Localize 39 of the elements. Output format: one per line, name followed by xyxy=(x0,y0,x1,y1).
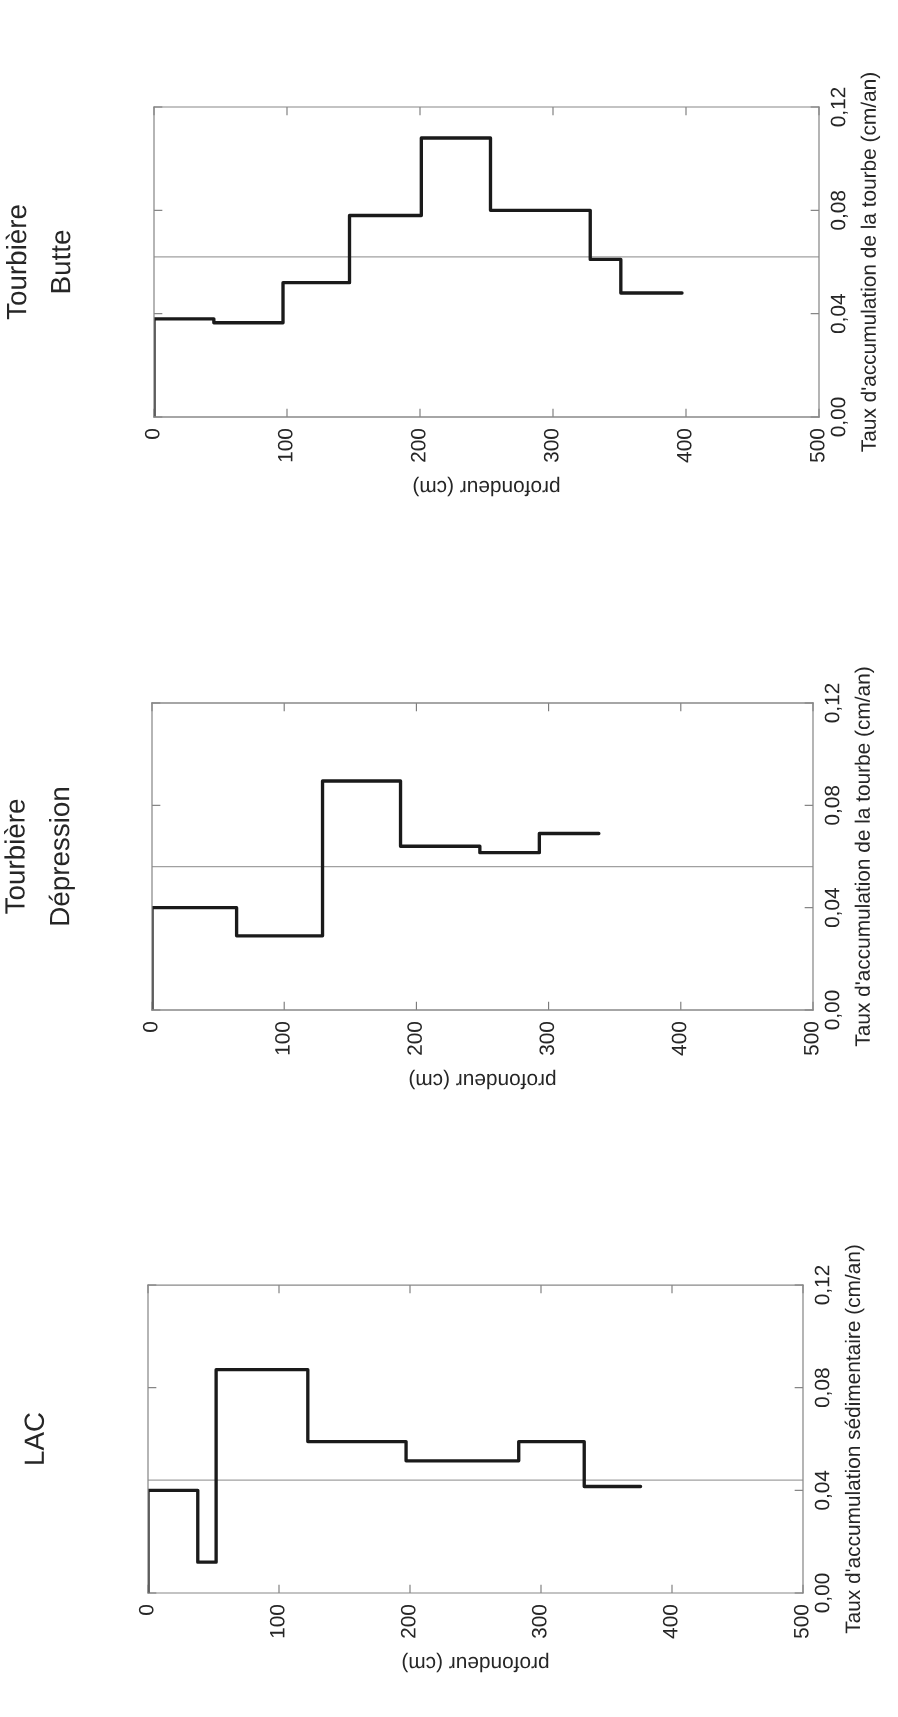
x-axis-title: profondeur (cm) xyxy=(413,476,560,497)
x-tick-label: 200 xyxy=(407,1021,422,1055)
text: LAC xyxy=(24,1413,45,1464)
text: Tourbière Dépression xyxy=(4,788,75,925)
y-tick-label: 0,00 xyxy=(830,397,848,437)
text: Tourbière Butte xyxy=(5,205,71,320)
x-tick-label: 200 xyxy=(410,428,426,462)
y-axis-title: Taux d'accumulation de la tourbe (cm/an) xyxy=(854,667,875,1047)
y-tick-label: 0,12 xyxy=(814,1265,832,1305)
x-tick-label: 400 xyxy=(676,428,692,463)
x-tick-label: 100 xyxy=(277,428,293,462)
y-tick-label: 0,08 xyxy=(814,1368,832,1408)
x-tick-label: 0 xyxy=(144,428,160,439)
y-tick-label: 0,00 xyxy=(814,1573,832,1613)
x-tick-label: 100 xyxy=(269,1604,285,1638)
y-tick-label: 0,04 xyxy=(814,1470,832,1510)
x-tick-label: 300 xyxy=(531,1604,547,1639)
y-tick-label: 0,00 xyxy=(824,990,842,1030)
x-tick-label: 100 xyxy=(275,1021,290,1055)
x-tick-label: 400 xyxy=(671,1021,687,1056)
y-tick-label: 0,04 xyxy=(830,294,848,334)
y-axis-title: Taux d'accumulation sédimentaire (cm/an) xyxy=(844,1245,865,1634)
y-tick-label: 0,08 xyxy=(824,785,842,825)
x-tick-label: 200 xyxy=(400,1604,416,1638)
x-tick-label: 400 xyxy=(662,1604,678,1639)
x-tick-label: 0 xyxy=(138,1604,154,1615)
x-tick-label: 500 xyxy=(809,428,825,463)
x-axis-title: profondeur (cm) xyxy=(402,1652,549,1673)
y-tick-label: 0,04 xyxy=(824,888,842,928)
y-axis-title: Taux d'accumulation de la tourbe (cm/an) xyxy=(860,73,881,452)
y-tick-label: 0,08 xyxy=(830,190,848,230)
x-tick-label: 500 xyxy=(803,1021,819,1056)
x-tick-label: 300 xyxy=(543,428,559,463)
x-tick-label: 0 xyxy=(142,1021,158,1032)
x-tick-label: 500 xyxy=(793,1604,809,1639)
y-tick-label: 0,12 xyxy=(830,87,848,127)
x-axis-title: profondeur (cm) xyxy=(409,1069,556,1090)
x-tick-label: 300 xyxy=(539,1021,555,1056)
y-tick-label: 0,12 xyxy=(824,683,842,723)
